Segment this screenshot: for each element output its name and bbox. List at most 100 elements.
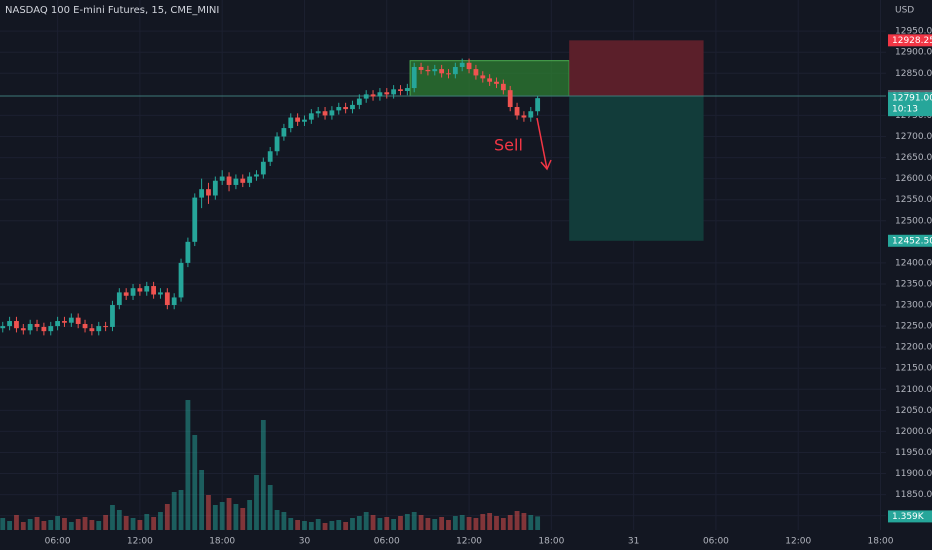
volume-bar: [75, 519, 81, 530]
candle-body: [487, 78, 493, 82]
candle-body: [48, 326, 54, 332]
volume-bar: [473, 518, 479, 530]
volume-bar: [267, 485, 273, 530]
volume-bar: [418, 515, 424, 530]
candle-body: [528, 111, 534, 118]
volume-bar: [27, 519, 33, 530]
candle-body: [199, 189, 205, 198]
candle-body: [281, 128, 287, 137]
currency-label: USD: [895, 6, 914, 16]
volume-bar: [336, 520, 342, 530]
candle-body: [82, 323, 88, 329]
candle-body: [130, 288, 136, 296]
volume-bar: [110, 505, 115, 530]
y-tick-label: 12400.00: [895, 258, 932, 268]
x-tick-label: 12:00: [456, 537, 482, 547]
candle-body: [247, 176, 253, 183]
volume-bar: [82, 517, 88, 530]
candle-body: [494, 81, 499, 84]
candle-body: [308, 113, 314, 120]
candle-body: [535, 98, 541, 112]
volume-bar: [158, 512, 163, 530]
annotation: Sell: [494, 136, 523, 155]
y-tick-label: 11900.00: [895, 469, 932, 479]
volume-bar: [171, 492, 177, 530]
y-tick-label: 12950.00: [895, 27, 932, 37]
volume-bar: [459, 515, 465, 530]
volume-bar: [212, 505, 218, 530]
y-tick-label: 12550.00: [895, 195, 932, 205]
arrow: [536, 117, 552, 171]
candle-body: [68, 317, 74, 323]
price-tag: [888, 92, 932, 117]
volume-bar: [411, 512, 417, 530]
volume-bar: [41, 521, 47, 530]
volume-bar: [260, 420, 266, 530]
volume-bar: [528, 515, 534, 530]
candle-body: [233, 178, 239, 185]
candle-body: [7, 321, 13, 327]
volume-tag-label: 1.359K: [892, 512, 925, 522]
candle-body: [521, 115, 527, 118]
candle-body: [343, 107, 349, 110]
volume-bar: [55, 516, 61, 530]
candle-body: [34, 323, 40, 327]
candle-body: [41, 326, 47, 332]
volume-bar: [254, 475, 259, 530]
candle-body: [446, 73, 451, 75]
volume-bar: [14, 515, 19, 530]
x-tick-label: 06:00: [45, 537, 71, 547]
volume-bar: [404, 514, 410, 530]
y-tick-label: 12700.00: [895, 132, 932, 142]
volume-bar: [219, 502, 225, 530]
volume-bar: [329, 521, 335, 530]
volume-bar: [439, 517, 445, 530]
volume-bar: [137, 520, 143, 530]
candle-body: [295, 117, 301, 122]
price-axis: [886, 0, 932, 550]
candle-body: [14, 321, 19, 329]
volume-bar: [500, 518, 506, 530]
volume-bar: [480, 514, 486, 530]
price-tag: [888, 34, 932, 47]
candle-body: [137, 288, 143, 292]
candle-body: [363, 94, 369, 99]
stop-zone: [569, 40, 704, 97]
candle-body: [123, 292, 129, 296]
candle-body: [432, 69, 438, 72]
price-tag-label: 12928.25: [892, 36, 932, 46]
candle-body: [391, 89, 397, 95]
candle-body: [452, 66, 458, 75]
x-tick-label: 12:00: [127, 537, 153, 547]
volume-bar: [206, 495, 211, 530]
volume-bar: [89, 520, 95, 530]
y-tick-label: 12900.00: [895, 48, 932, 58]
candle-body: [206, 189, 211, 196]
candle-body: [185, 241, 191, 263]
y-tick-label: 12150.00: [895, 364, 932, 374]
volume-bar: [178, 490, 184, 530]
x-tick-label: 06:00: [374, 537, 400, 547]
volume-bar: [343, 522, 349, 530]
volume-bar: [164, 504, 170, 530]
volume-bar: [96, 521, 102, 530]
candle-body: [20, 328, 26, 331]
candle-body: [302, 119, 307, 122]
candle-body: [466, 62, 472, 70]
x-tick-label: 18:00: [538, 537, 564, 547]
candle-body: [500, 83, 506, 91]
candle-body: [418, 66, 424, 70]
candle-body: [384, 92, 390, 95]
candle-body: [439, 69, 445, 74]
volume-bar: [123, 516, 129, 530]
candle-body: [370, 94, 376, 97]
volume-bar: [130, 518, 136, 530]
volume-bar: [398, 516, 403, 530]
candle-body: [62, 321, 67, 323]
candle-body: [55, 321, 61, 327]
volume-bar: [240, 508, 246, 530]
y-tick-label: 11950.00: [895, 448, 932, 458]
candle-body: [425, 69, 431, 72]
candle-body: [350, 104, 355, 110]
volume-bar: [514, 511, 520, 530]
